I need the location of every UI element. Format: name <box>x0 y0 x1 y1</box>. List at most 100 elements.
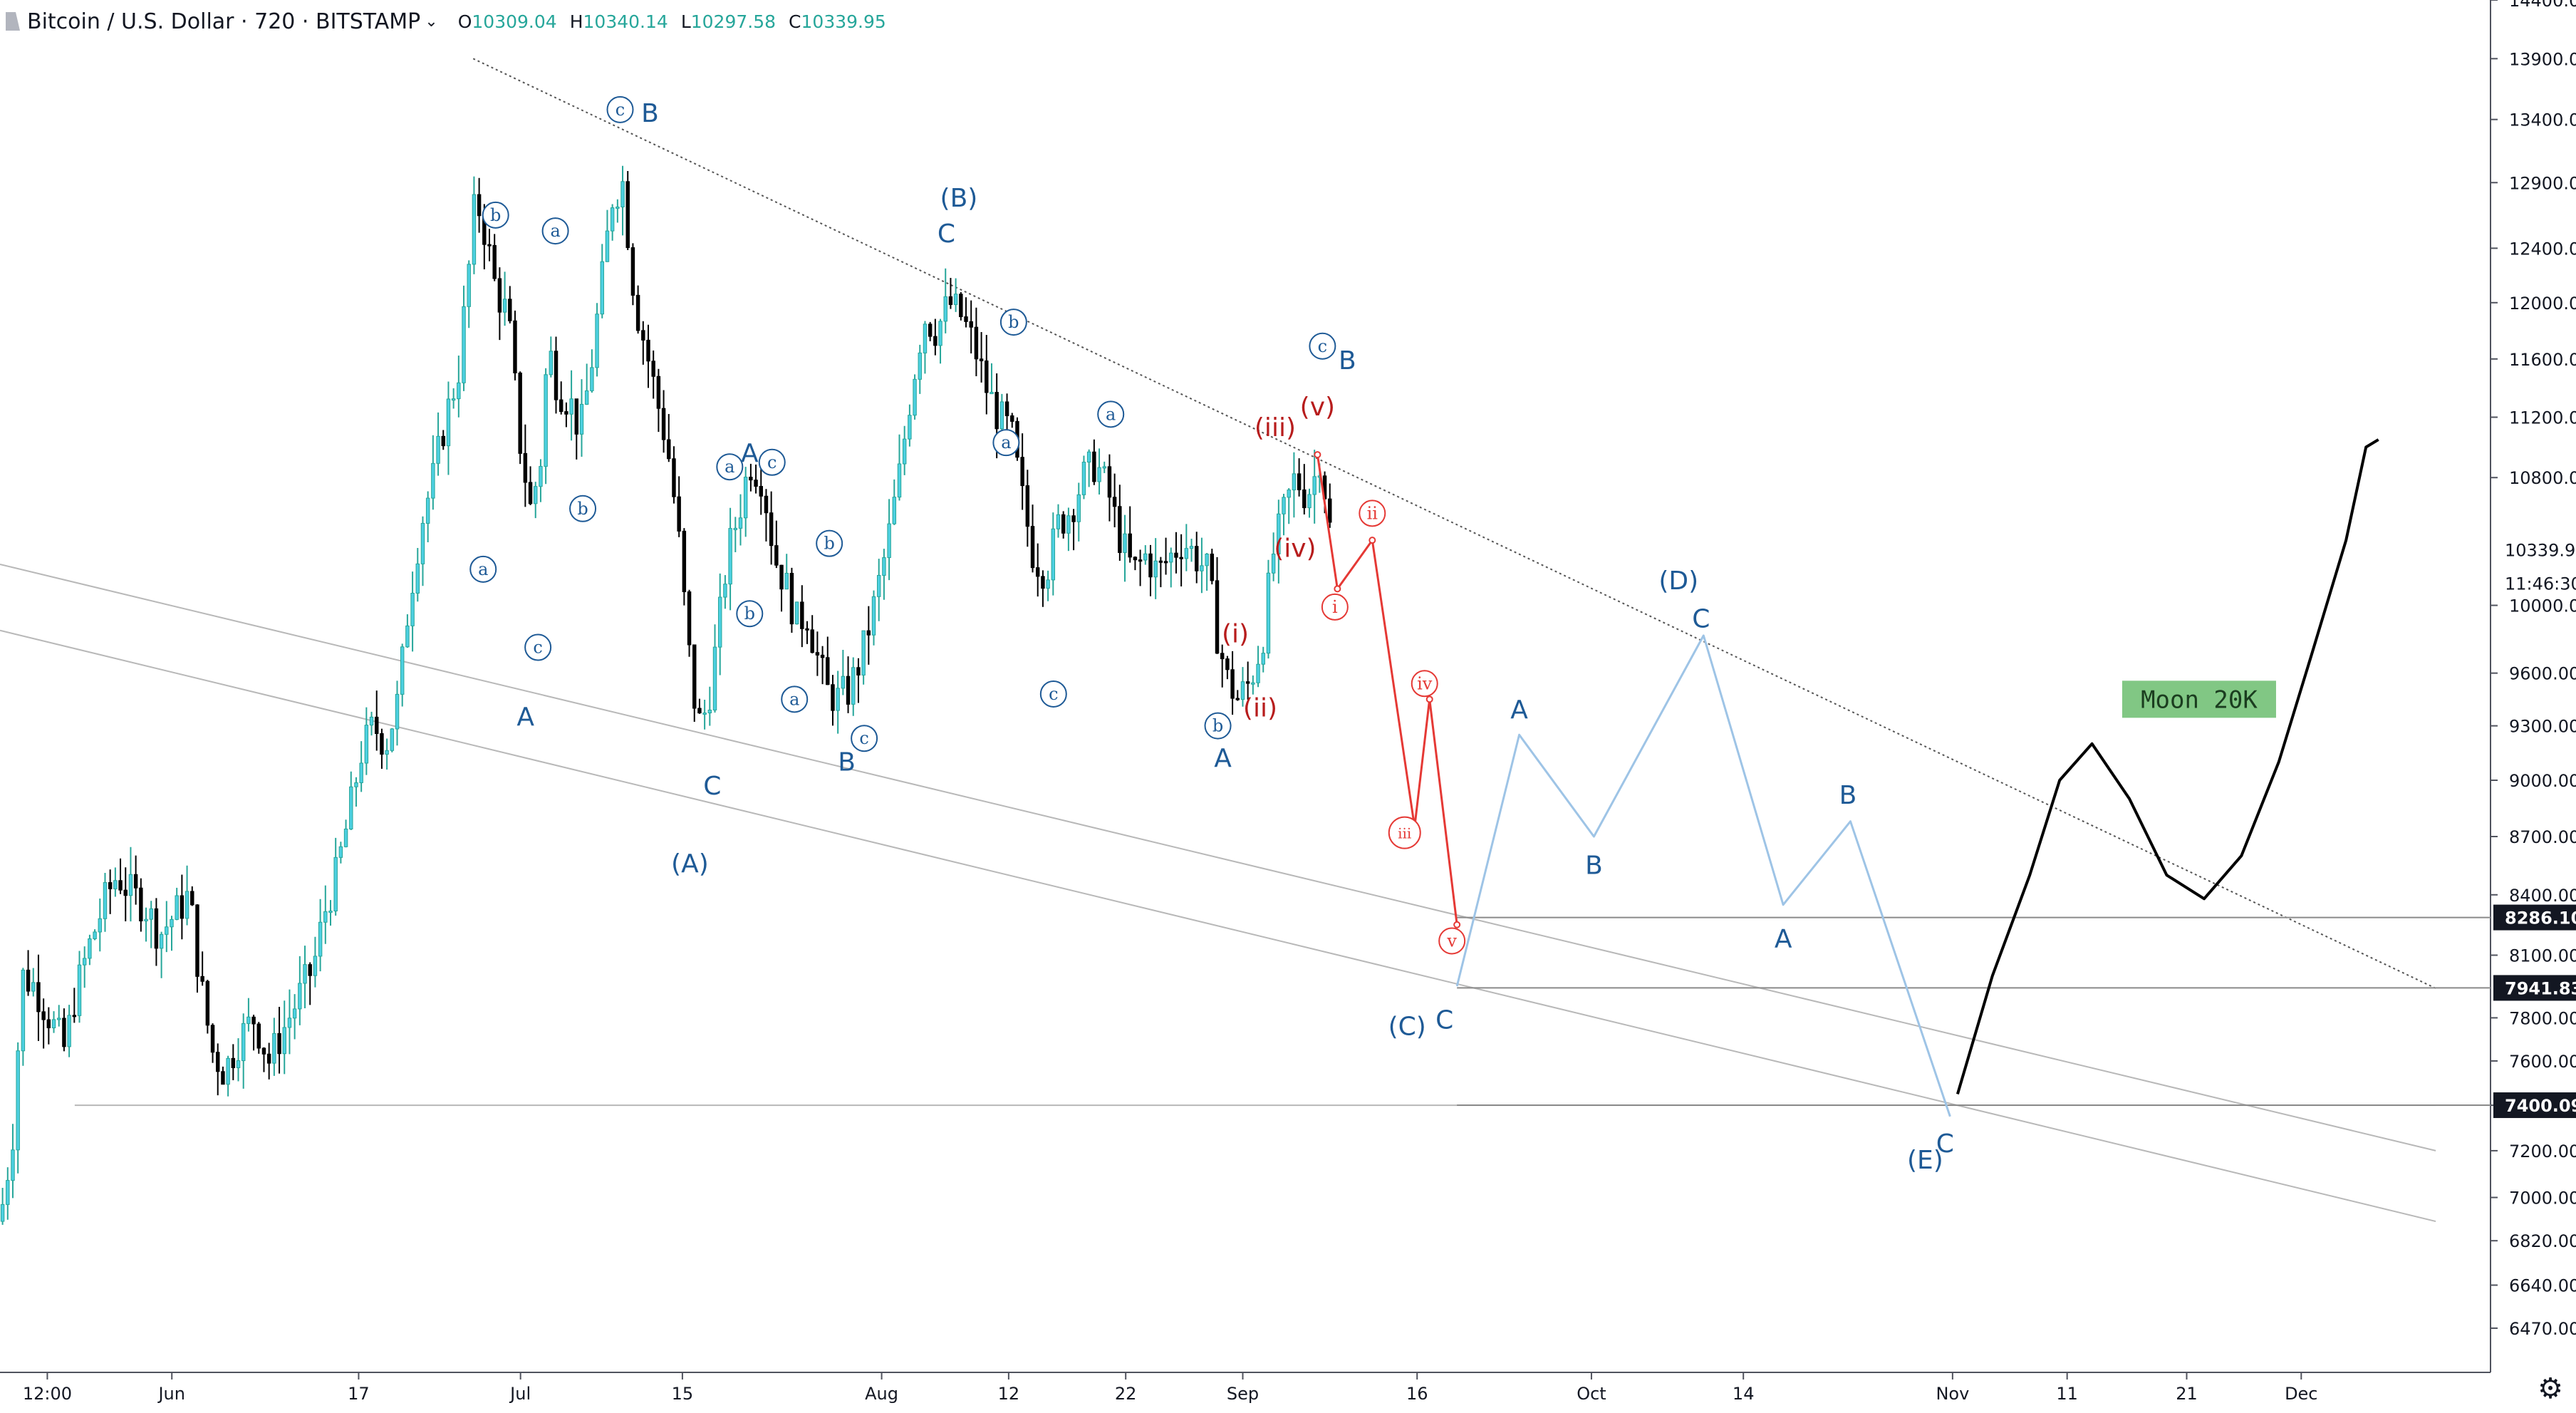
candle-body <box>908 415 912 440</box>
candle-body <box>165 926 169 935</box>
candle-body <box>590 367 594 391</box>
projection-black <box>1956 438 2379 1094</box>
open-value: 10309.04 <box>472 11 557 32</box>
wave-label: B <box>838 747 856 777</box>
high-value: 10340.14 <box>583 11 668 32</box>
wave-label: (B) <box>940 184 978 213</box>
wave-label: B <box>641 99 659 128</box>
candle-body <box>1261 653 1265 665</box>
wave-label: B <box>1585 852 1603 881</box>
candle-body <box>170 918 174 928</box>
candle-body <box>82 958 87 966</box>
candle-body <box>405 625 410 648</box>
candle-body <box>175 895 179 920</box>
candle-body <box>1046 579 1050 589</box>
price-badge <box>2493 975 2576 1001</box>
x-tick-label: Jul <box>509 1384 531 1404</box>
candle-body <box>923 324 928 353</box>
candle-body <box>1035 567 1040 577</box>
gear-icon[interactable]: ⚙ <box>2538 1372 2563 1405</box>
trendline-2 <box>0 629 2436 1223</box>
moon-label-bg <box>2121 680 2276 718</box>
low-label: L <box>680 11 691 32</box>
wave-label: (A) <box>671 849 709 879</box>
low-value: 10297.58 <box>690 11 777 32</box>
candle-body <box>128 874 133 896</box>
candle-body <box>277 1032 281 1055</box>
candle-body <box>420 522 425 564</box>
candle-body <box>616 206 620 209</box>
candle-body <box>1086 451 1091 463</box>
candle-body <box>308 964 312 976</box>
candle-body <box>1143 553 1148 561</box>
wave-label: A <box>741 439 759 468</box>
candle-body <box>1328 498 1332 523</box>
candle-body <box>200 975 204 982</box>
candle-body <box>630 247 635 296</box>
candle-body <box>349 786 353 829</box>
y-tick-label: 8700.00 <box>2509 827 2576 847</box>
candle-body <box>77 964 82 1016</box>
candle-body <box>523 452 528 483</box>
candle-body <box>415 563 420 594</box>
candle-body <box>871 596 876 636</box>
candle-body <box>846 676 851 705</box>
wave-label: a <box>1001 433 1011 452</box>
candle-body <box>635 294 640 331</box>
open-label: O <box>457 11 472 32</box>
candle-body <box>487 244 492 247</box>
candle-body <box>738 517 743 529</box>
candle-body <box>46 1019 51 1028</box>
candle-body <box>149 908 153 920</box>
candle-body <box>764 495 769 514</box>
candle-body <box>897 463 902 498</box>
wave-label: b <box>824 534 834 554</box>
candle-body <box>892 497 897 524</box>
candle-body <box>26 969 31 992</box>
x-tick-label: Jun <box>157 1384 185 1404</box>
candle-body <box>933 336 938 346</box>
x-tick-label: 12:00 <box>23 1384 72 1404</box>
candle-body <box>303 964 307 984</box>
x-tick-label: Nov <box>1936 1384 1969 1404</box>
wave-label: a <box>1106 404 1116 424</box>
wave-label: a <box>724 457 734 477</box>
candle-body <box>144 918 148 921</box>
wave-label-circle <box>1309 332 1336 360</box>
logo-icon <box>6 12 20 31</box>
candle-body <box>103 882 108 919</box>
candle-body <box>826 657 830 685</box>
candle-body <box>221 1071 225 1085</box>
wave-label: B <box>1339 346 1356 376</box>
symbol-title[interactable]: Bitcoin / U.S. Dollar · 720 · BITSTAMP <box>27 9 421 34</box>
candle-body <box>236 1060 241 1068</box>
candle-body <box>41 1011 46 1020</box>
candle-body <box>702 712 707 715</box>
candle-body <box>1148 553 1153 578</box>
wave-label-circle <box>524 633 552 661</box>
projection-red <box>1316 454 1458 925</box>
chevron-down-icon[interactable]: ⌄ <box>425 12 438 31</box>
candle-body <box>338 846 343 858</box>
wave-label-circle <box>1097 400 1125 428</box>
candle-body <box>513 320 517 373</box>
candle-body <box>549 351 554 376</box>
projection-point <box>1334 585 1341 593</box>
candle-body <box>1118 506 1122 553</box>
candle-body <box>1020 457 1024 487</box>
candle-body <box>717 596 722 648</box>
candle-body <box>539 466 543 487</box>
candle-body <box>287 1018 292 1028</box>
candle-body <box>969 321 973 328</box>
candle-body <box>1071 515 1076 522</box>
wave-label-circle <box>606 95 634 123</box>
candle-body <box>1169 552 1173 563</box>
candle-body <box>451 398 456 401</box>
high-label: H <box>569 11 583 32</box>
candle-body <box>318 921 323 957</box>
candle-body <box>369 716 374 726</box>
wave-label: v <box>1446 931 1457 951</box>
wave-label-circle <box>758 448 786 476</box>
